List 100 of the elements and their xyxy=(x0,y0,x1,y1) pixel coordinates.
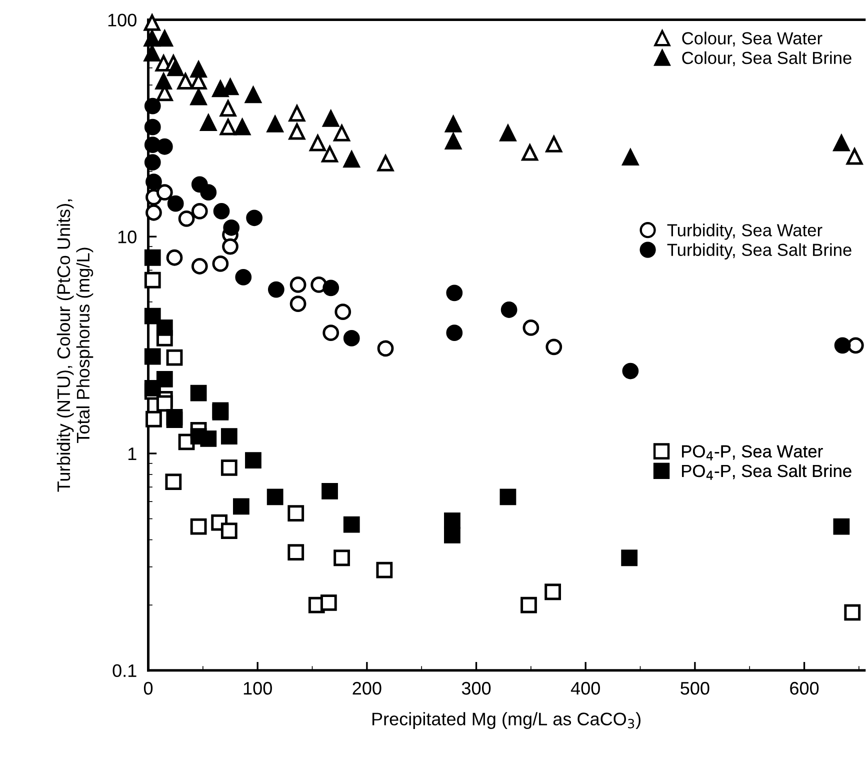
point xyxy=(343,330,360,346)
point xyxy=(322,146,338,162)
point xyxy=(546,338,562,356)
x-axis-title: Precipitated Mg (mg/L as CaCO$_{3}$) xyxy=(372,712,640,729)
point xyxy=(156,320,173,336)
point xyxy=(266,488,284,506)
point xyxy=(445,116,462,132)
point xyxy=(200,430,217,447)
point xyxy=(235,268,252,286)
point xyxy=(156,138,173,155)
y-axis-title: Turbidity (NTU), Colour (PtCo Units), Total Phosphorus (mg/L) xyxy=(56,200,94,492)
x-tick-label: 200 xyxy=(352,682,382,695)
point xyxy=(322,110,340,127)
point xyxy=(846,148,863,165)
point xyxy=(377,155,394,172)
point xyxy=(146,410,162,428)
point xyxy=(343,516,360,533)
point xyxy=(191,202,208,220)
point xyxy=(322,324,340,342)
point xyxy=(334,304,352,320)
point xyxy=(200,114,217,131)
point xyxy=(446,324,463,342)
point xyxy=(144,272,161,288)
point xyxy=(266,116,284,132)
legend-label: PO$_{4}$-P, Sea Salt Brine xyxy=(682,464,852,480)
point xyxy=(288,505,304,522)
point xyxy=(544,584,561,600)
point xyxy=(220,428,238,444)
point xyxy=(445,133,462,150)
point xyxy=(310,134,326,152)
point xyxy=(155,73,172,90)
point xyxy=(844,604,861,621)
point xyxy=(144,14,160,31)
point xyxy=(376,562,393,578)
point xyxy=(245,452,262,468)
point xyxy=(220,459,238,476)
point xyxy=(500,124,516,142)
point xyxy=(288,105,306,122)
point xyxy=(213,202,230,220)
point xyxy=(500,302,518,318)
point xyxy=(144,30,160,47)
point xyxy=(167,195,184,212)
x-tick-label: 300 xyxy=(462,682,491,695)
point xyxy=(847,337,864,354)
point xyxy=(833,134,850,152)
point xyxy=(220,522,238,539)
point xyxy=(144,45,160,62)
point xyxy=(522,144,538,161)
point xyxy=(144,118,161,136)
point xyxy=(144,308,161,324)
point xyxy=(156,184,173,201)
x-tick-label: 500 xyxy=(680,682,710,695)
point xyxy=(190,88,207,106)
point xyxy=(245,86,262,104)
point xyxy=(156,30,173,47)
point xyxy=(520,596,537,614)
point xyxy=(268,281,284,298)
point xyxy=(146,174,162,190)
point xyxy=(220,100,236,117)
point xyxy=(444,526,460,544)
point xyxy=(220,118,236,136)
point xyxy=(622,362,639,380)
point xyxy=(288,544,304,561)
point xyxy=(446,284,463,302)
point xyxy=(212,256,229,272)
x-tick-label: 600 xyxy=(790,682,819,695)
point xyxy=(222,238,238,255)
point xyxy=(322,482,338,500)
legend-label: Colour, Sea Water xyxy=(682,32,822,46)
point xyxy=(546,136,562,152)
point xyxy=(834,337,851,354)
point xyxy=(190,518,207,535)
point xyxy=(167,60,184,76)
y-tick-label: 100 xyxy=(108,14,136,26)
point xyxy=(223,219,240,236)
point xyxy=(320,594,337,611)
point xyxy=(178,210,195,227)
point xyxy=(833,518,850,535)
point xyxy=(322,280,340,296)
point xyxy=(144,380,161,396)
point xyxy=(234,118,250,136)
y-tick-label: 10 xyxy=(118,230,136,244)
point xyxy=(621,550,638,566)
point xyxy=(144,154,161,171)
y-tick-label: 0.1 xyxy=(112,664,136,678)
legend-label: Turbidity, Sea Salt Brine xyxy=(667,243,852,260)
point xyxy=(200,184,217,201)
point xyxy=(377,340,394,357)
x-tick-label: 0 xyxy=(144,682,153,695)
point xyxy=(334,124,350,142)
point xyxy=(191,258,208,274)
point xyxy=(444,512,460,529)
point xyxy=(144,348,161,365)
point xyxy=(146,204,162,221)
point xyxy=(144,98,161,114)
point xyxy=(334,550,350,566)
point xyxy=(343,151,360,168)
point xyxy=(166,249,183,266)
point xyxy=(246,210,263,226)
legend-label: PO$_{4}$-P, Sea Water xyxy=(682,445,823,460)
